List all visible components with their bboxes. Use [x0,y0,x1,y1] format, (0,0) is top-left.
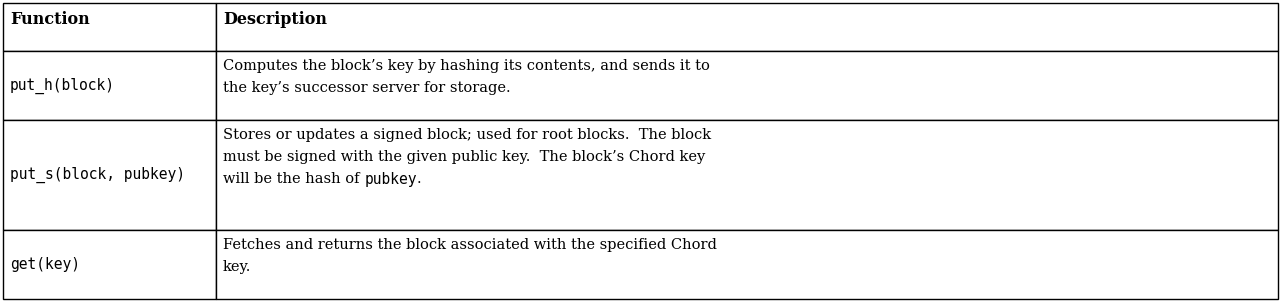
Text: .: . [416,172,421,186]
Text: Computes the block’s key by hashing its contents, and sends it to: Computes the block’s key by hashing its … [223,59,710,73]
Bar [3,51,216,120]
Bar [3,230,216,299]
Text: put_h(block): put_h(block) [10,78,115,94]
Bar [3,3,216,51]
Bar [216,3,1278,51]
Text: Function: Function [10,11,90,28]
Text: put_s(block, pubkey): put_s(block, pubkey) [10,167,184,183]
Text: the key’s successor server for storage.: the key’s successor server for storage. [223,81,511,95]
Text: pubkey: pubkey [364,172,416,187]
Bar [216,230,1278,299]
Bar [216,120,1278,230]
Bar [3,120,216,230]
Text: must be signed with the given public key.  The block’s Chord key: must be signed with the given public key… [223,150,706,164]
Text: get(key): get(key) [10,257,79,272]
Text: Description: Description [223,11,327,28]
Text: key.: key. [223,260,251,274]
Bar [216,51,1278,120]
Text: will be the hash of: will be the hash of [223,172,364,186]
Text: Stores or updates a signed block; used for root blocks.  The block: Stores or updates a signed block; used f… [223,128,711,143]
Text: Fetches and returns the block associated with the specified Chord: Fetches and returns the block associated… [223,238,717,252]
